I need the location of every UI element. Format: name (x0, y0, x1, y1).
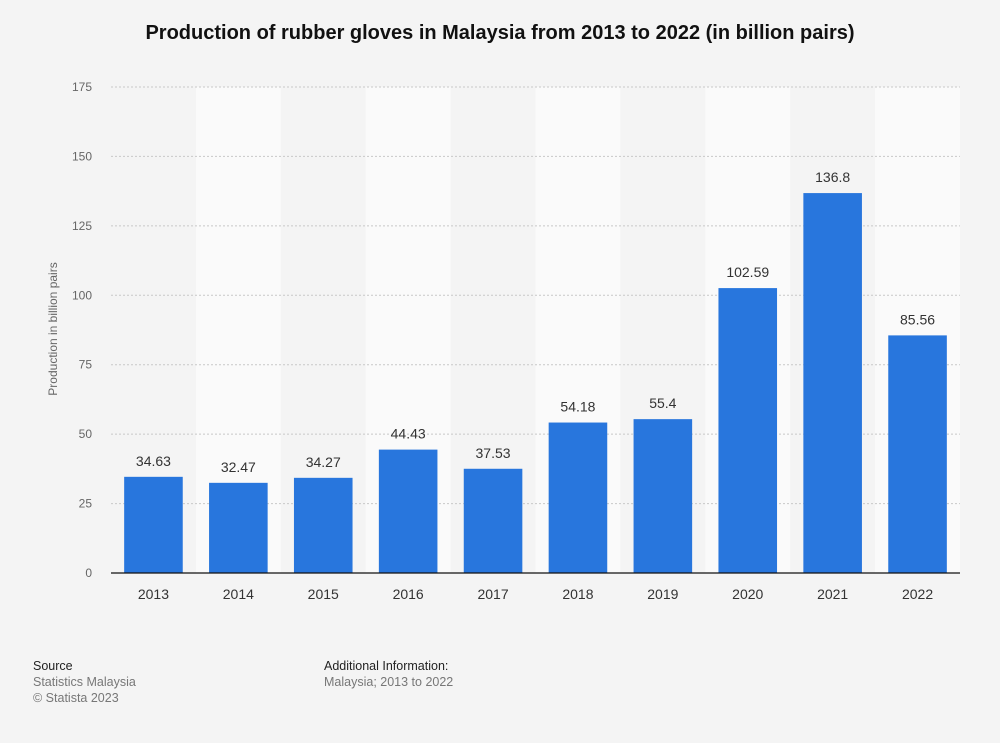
data-label: 37.53 (476, 445, 511, 461)
bar (209, 482, 268, 573)
x-tick-label: 2021 (817, 586, 848, 602)
data-label: 136.8 (815, 169, 850, 185)
data-label: 85.56 (900, 311, 935, 327)
x-tick-label: 2018 (562, 586, 593, 602)
source-section: Source Statistics Malaysia © Statista 20… (33, 658, 136, 706)
data-label: 34.63 (136, 453, 171, 469)
data-label: 55.4 (649, 395, 676, 411)
copyright-line: © Statista 2023 (33, 691, 119, 705)
x-tick-label: 2015 (308, 586, 339, 602)
x-tick-label: 2014 (223, 586, 254, 602)
y-tick-label: 175 (72, 80, 92, 94)
y-tick-label: 100 (72, 288, 92, 302)
source-heading: Source (33, 659, 73, 673)
y-tick-label: 150 (72, 149, 92, 163)
y-tick-label: 75 (79, 358, 93, 372)
bar (888, 335, 947, 573)
data-label: 102.59 (726, 264, 769, 280)
data-label: 34.27 (306, 454, 341, 470)
x-tick-label: 2016 (393, 586, 424, 602)
bar (803, 193, 862, 573)
chart-title: Production of rubber gloves in Malaysia … (145, 22, 855, 44)
x-tick-label: 2020 (732, 586, 763, 602)
bar-chart: 0 25 50 75 100 125 150 175 Production in billion… (46, 80, 960, 602)
additional-info-heading: Additional Information: (324, 659, 449, 673)
data-label: 54.18 (560, 399, 595, 415)
data-label: 44.43 (391, 426, 426, 442)
y-axis-label: Production in billion pairs (46, 262, 60, 395)
x-tick-label: 2022 (902, 586, 933, 602)
bar (293, 477, 353, 573)
bar (124, 476, 183, 573)
y-tick-label: 25 (79, 497, 93, 511)
y-tick-label: 125 (72, 219, 92, 233)
bar (378, 449, 438, 573)
bar (633, 419, 693, 573)
bar (548, 422, 608, 573)
additional-info-line: Malaysia; 2013 to 2022 (324, 675, 454, 689)
additional-info-section: Additional Information: Malaysia; 2013 t… (324, 658, 453, 690)
bar (463, 468, 523, 573)
data-label: 32.47 (221, 459, 256, 475)
x-tick-label: 2013 (138, 586, 169, 602)
x-tick-label: 2017 (477, 586, 508, 602)
y-tick-label: 50 (79, 427, 93, 441)
bar (718, 288, 778, 573)
y-tick-label: 0 (85, 566, 92, 580)
x-tick-label: 2019 (647, 586, 678, 602)
source-line: Statistics Malaysia (33, 675, 136, 689)
